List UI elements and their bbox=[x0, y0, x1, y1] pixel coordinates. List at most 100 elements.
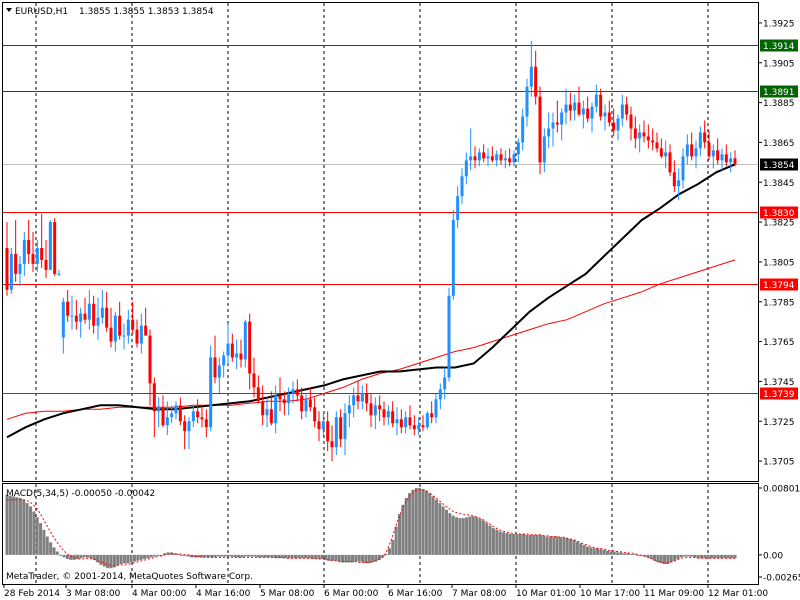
macd-bar bbox=[612, 551, 616, 555]
macd-bar bbox=[485, 523, 489, 555]
candle-body bbox=[408, 417, 412, 426]
macd-bar bbox=[132, 554, 136, 562]
macd-bar bbox=[632, 554, 636, 556]
vertical-gridlines bbox=[35, 3, 709, 584]
candle-body bbox=[135, 329, 139, 344]
candle-body bbox=[399, 419, 403, 428]
macd-bar bbox=[387, 548, 391, 555]
candle-body bbox=[87, 303, 91, 320]
price-level-label: 1.3794 bbox=[763, 281, 795, 291]
candle-body bbox=[534, 66, 538, 97]
candle-body bbox=[664, 152, 668, 157]
macd-bar bbox=[163, 553, 167, 555]
candle-body bbox=[694, 148, 698, 157]
x-axis-ticks: 28 Feb 2014 3 Mar 08:00 4 Mar 00:00 4 Mar 1… bbox=[3, 584, 768, 599]
macd-bar bbox=[146, 554, 150, 559]
price-level-label: 1.3739 bbox=[763, 390, 795, 400]
candle-body bbox=[469, 156, 473, 161]
macd-bar bbox=[421, 488, 425, 555]
macd-bar bbox=[686, 554, 690, 557]
candle-body bbox=[612, 122, 616, 131]
x-tick-label: 4 Mar 00:00 bbox=[132, 589, 187, 599]
macd-bar bbox=[89, 554, 93, 559]
candle-body bbox=[538, 96, 542, 163]
candle-body bbox=[161, 407, 165, 426]
macd-bar bbox=[384, 554, 388, 556]
price-level-label-box bbox=[760, 278, 798, 291]
macd-bar bbox=[455, 517, 459, 555]
candle-body bbox=[659, 148, 663, 157]
macd-bar bbox=[310, 554, 314, 560]
macd-bar bbox=[357, 554, 361, 562]
macd-bar bbox=[377, 554, 381, 560]
macd-bar bbox=[371, 554, 375, 563]
candle-body bbox=[165, 417, 169, 426]
candle-body bbox=[607, 112, 611, 123]
macd-bar bbox=[491, 528, 495, 555]
macd-bar bbox=[45, 536, 49, 555]
x-tick-label: 4 Mar 16:00 bbox=[196, 589, 251, 599]
macd-bar bbox=[129, 554, 133, 563]
candle-body bbox=[698, 132, 702, 149]
candle-body bbox=[551, 122, 555, 129]
macd-bar bbox=[683, 554, 687, 557]
candle-body bbox=[573, 102, 577, 111]
macd-bar bbox=[706, 554, 710, 559]
macd-bar bbox=[418, 488, 422, 555]
candle-body bbox=[720, 154, 724, 161]
macd-bar bbox=[569, 539, 573, 555]
macd-bar bbox=[676, 554, 680, 560]
candle-body bbox=[222, 355, 226, 366]
macd-bar bbox=[277, 554, 281, 559]
candle-body bbox=[486, 156, 490, 159]
macd-bar bbox=[320, 554, 324, 560]
candle-body bbox=[27, 240, 31, 254]
candle-body bbox=[529, 66, 533, 87]
macd-bar bbox=[72, 554, 76, 560]
candle-body bbox=[22, 240, 26, 264]
macd-bar bbox=[203, 554, 207, 558]
macd-bar bbox=[59, 554, 63, 556]
macd-bar bbox=[730, 554, 734, 559]
macd-bar bbox=[528, 534, 532, 555]
candle-body bbox=[438, 389, 442, 400]
symbol-label: EURUSD,H1 bbox=[15, 7, 68, 17]
macd-bar bbox=[408, 493, 412, 555]
candle-body bbox=[629, 114, 633, 129]
collapse-triangle-icon[interactable] bbox=[6, 8, 12, 12]
macd-bar bbox=[663, 554, 667, 565]
candle-body bbox=[503, 158, 507, 161]
macd-bar bbox=[441, 506, 445, 555]
macd-bar bbox=[636, 554, 640, 556]
candle-body bbox=[490, 156, 494, 161]
macd-bar bbox=[626, 553, 630, 555]
candle-body bbox=[308, 399, 312, 408]
candle-body bbox=[96, 317, 100, 326]
macd-bar bbox=[451, 515, 455, 555]
macd-bar bbox=[696, 554, 700, 559]
candle-body bbox=[92, 303, 96, 326]
macd-bar bbox=[82, 554, 86, 558]
macd-bar bbox=[589, 547, 593, 555]
macd-bar bbox=[606, 550, 610, 555]
y-tick-label: 1.3825 bbox=[763, 219, 795, 229]
macd-bar bbox=[713, 554, 717, 559]
candle-body bbox=[724, 154, 728, 163]
macd-bar bbox=[465, 517, 469, 555]
macd-bar bbox=[28, 506, 32, 555]
macd-bar bbox=[602, 549, 606, 555]
candle-body bbox=[586, 108, 590, 119]
price-level-label-box bbox=[760, 158, 798, 171]
x-tick-label: 6 Mar 16:00 bbox=[388, 589, 443, 599]
price-levels bbox=[3, 45, 758, 394]
macd-bar bbox=[314, 554, 318, 560]
macd-bar bbox=[619, 552, 623, 555]
candle-body bbox=[343, 413, 347, 440]
candle-body bbox=[555, 122, 559, 125]
macd-bar bbox=[49, 542, 53, 555]
x-tick-label: 12 Mar 01:00 bbox=[708, 589, 768, 599]
macd-bar bbox=[220, 554, 224, 557]
candle-body bbox=[148, 335, 152, 384]
macd-bar bbox=[411, 489, 415, 555]
candle-body bbox=[282, 399, 286, 404]
